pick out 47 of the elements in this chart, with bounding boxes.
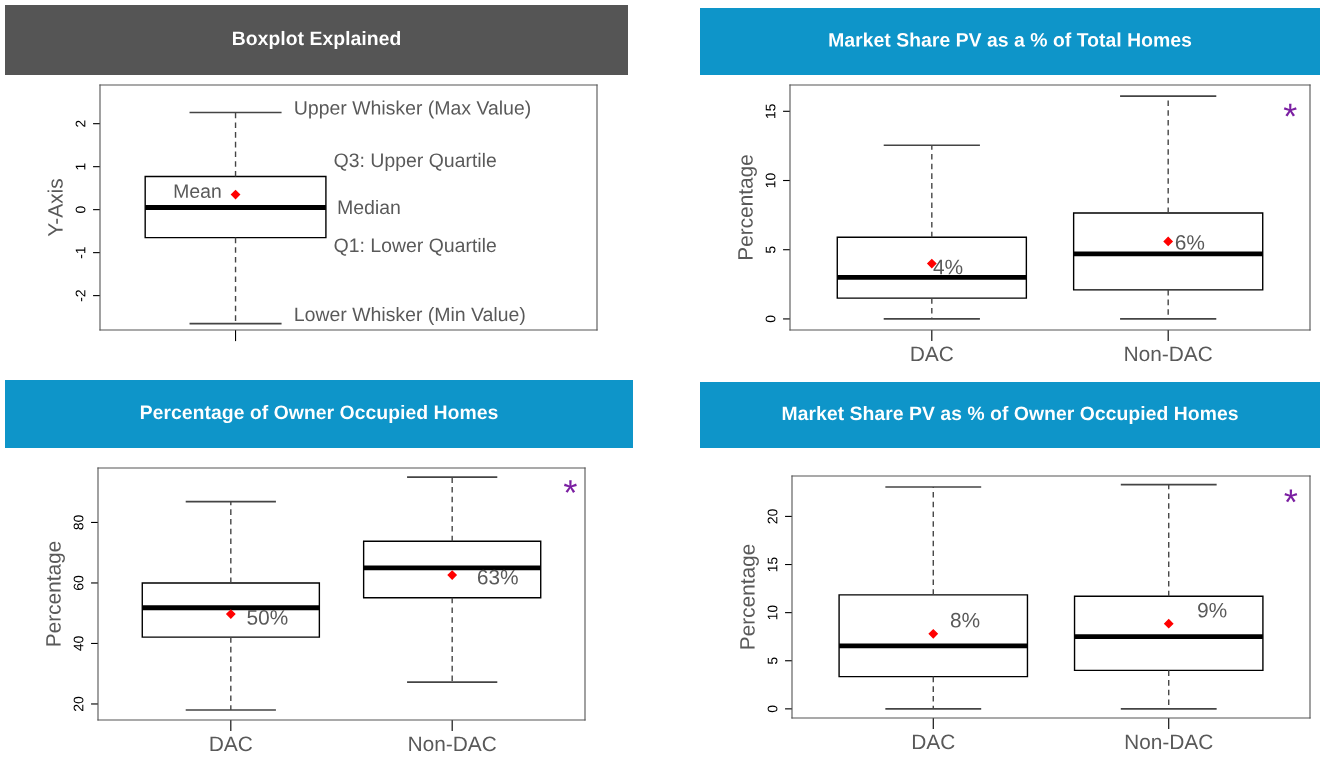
annotation: Upper Whisker (Max Value) xyxy=(295,100,530,119)
y-tick-label: 20 xyxy=(767,509,778,524)
chart-title: Market Share PV as a % of Total Homes xyxy=(829,32,1192,47)
y-tick-label: 5 xyxy=(767,657,778,665)
annotation: 63% xyxy=(477,569,518,585)
y-axis-title: Percentage xyxy=(46,541,65,646)
x-tick-label: DAC xyxy=(911,346,954,362)
annotation: 9% xyxy=(1198,602,1227,618)
x-tick-label: Non-DAC xyxy=(409,736,496,752)
annotation: Lower Whisker (Min Value) xyxy=(295,306,525,326)
x-tick-label: Non-DAC xyxy=(1125,734,1213,750)
y-tick-label: 2 xyxy=(75,120,86,127)
annotation: * xyxy=(1284,489,1298,503)
annotation: 50% xyxy=(247,610,288,625)
y-tick-label: 15 xyxy=(765,104,776,118)
chart-title: Percentage of Owner Occupied Homes xyxy=(140,404,498,424)
y-tick-label: 0 xyxy=(75,206,86,213)
y-tick-label: 0 xyxy=(767,705,778,713)
annotation: * xyxy=(1283,103,1297,117)
y-tick-label: 20 xyxy=(73,696,84,711)
y-tick-label: 10 xyxy=(767,605,778,620)
y-tick-label: 60 xyxy=(73,575,84,590)
y-tick-label: -1 xyxy=(75,247,86,259)
y-tick-label: 40 xyxy=(73,636,84,651)
x-tick-label: DAC xyxy=(210,736,253,752)
x-tick-label: Non-DAC xyxy=(1125,346,1212,362)
x-tick-label: DAC xyxy=(912,734,955,750)
y-tick-label: -2 xyxy=(75,290,86,302)
y-axis-title: Y-Axis xyxy=(47,179,63,237)
chart-title: Boxplot Explained xyxy=(233,30,401,50)
y-axis-title: Percentage xyxy=(738,155,757,260)
annotation: * xyxy=(563,480,577,493)
annotation: Q1: Lower Quartile xyxy=(334,237,496,256)
annotation: 4% xyxy=(933,259,963,275)
y-tick-label: 80 xyxy=(73,515,84,530)
y-tick-label: 5 xyxy=(765,246,776,254)
annotation: Median xyxy=(338,199,400,215)
y-tick-label: 0 xyxy=(765,315,776,323)
y-tick-label: 10 xyxy=(765,173,776,188)
y-axis-title: Percentage xyxy=(740,544,759,649)
annotation: 8% xyxy=(950,612,980,628)
annotation: Q3: Upper Quartile xyxy=(334,152,496,171)
annotation: 6% xyxy=(1175,235,1205,250)
y-tick-label: 1 xyxy=(75,163,86,170)
chart-title: Market Share PV as % of Owner Occupied Homes xyxy=(782,405,1238,425)
annotation: Mean xyxy=(174,184,221,199)
y-tick-label: 15 xyxy=(767,557,778,572)
